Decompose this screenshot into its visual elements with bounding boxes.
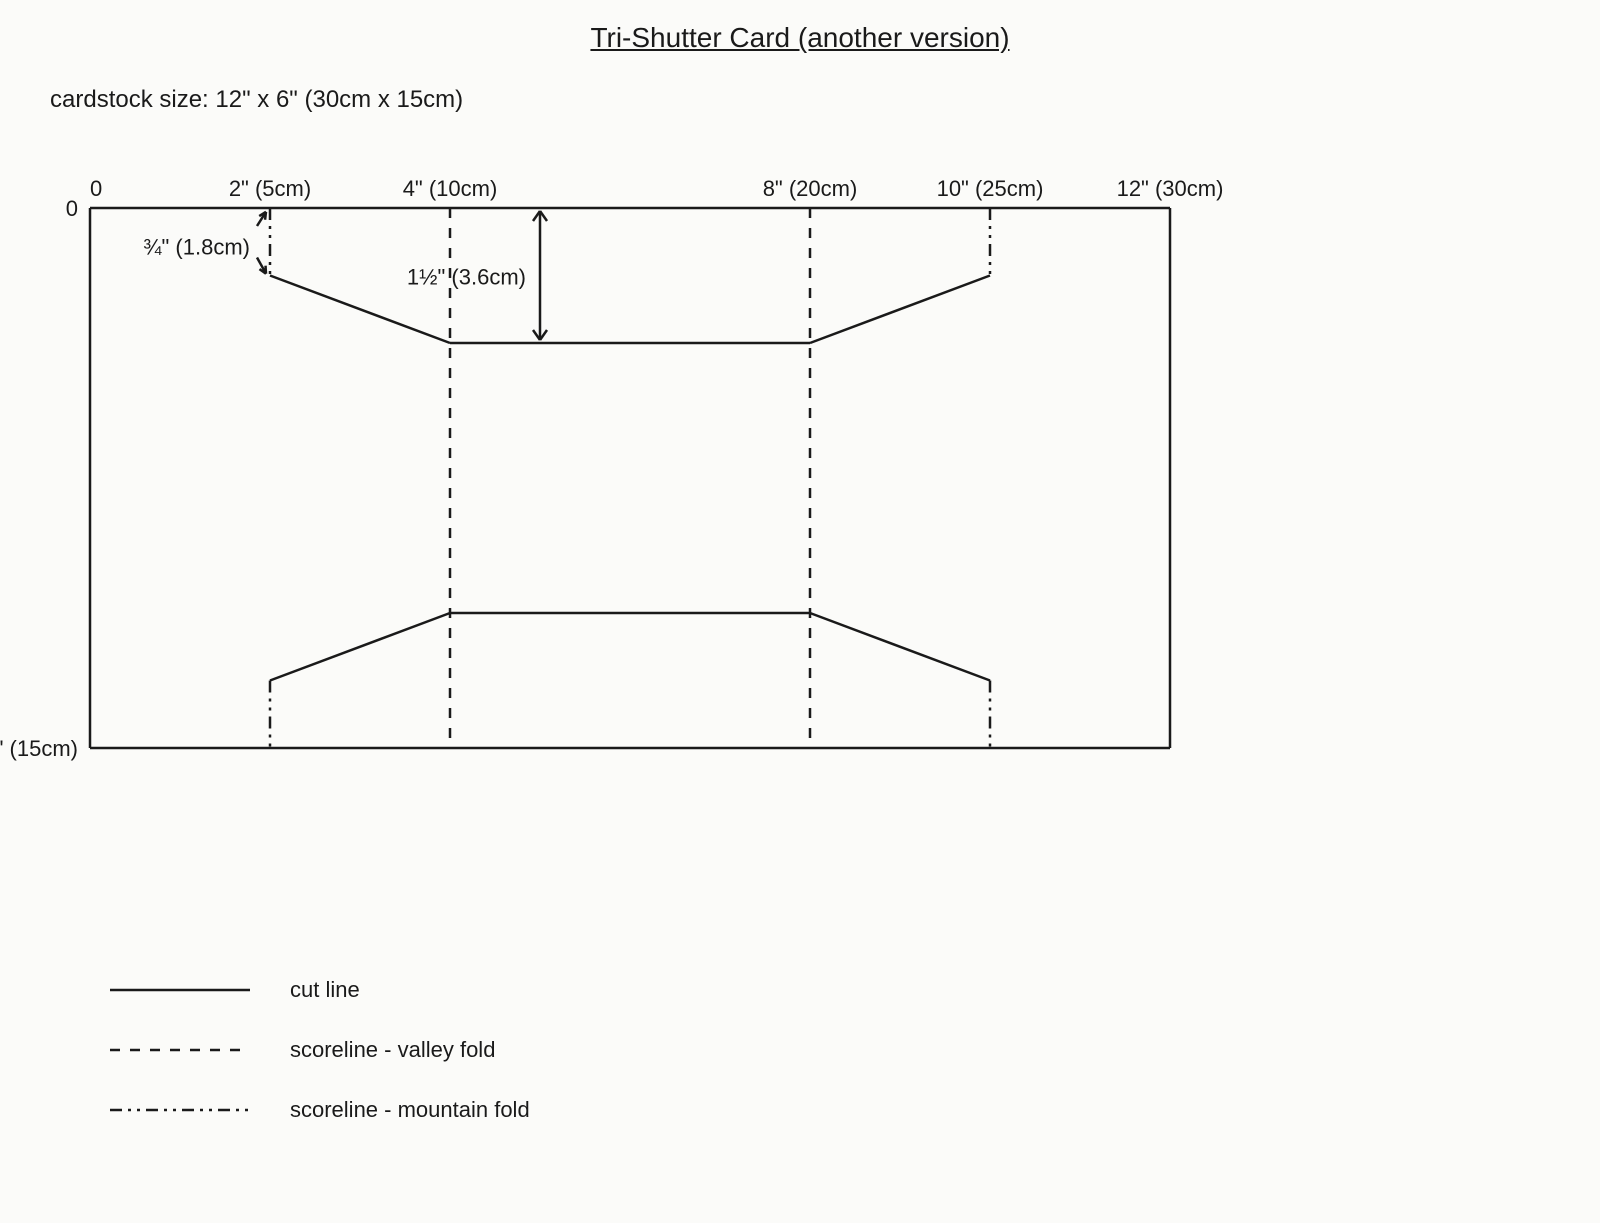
cardstock-size-label: cardstock size: 12" x 6" (30cm x 15cm)	[50, 86, 463, 114]
svg-text:2" (5cm): 2" (5cm)	[229, 176, 311, 201]
svg-text:4" (10cm): 4" (10cm)	[403, 176, 498, 201]
legend: cut line scoreline - valley fold scoreli…	[110, 960, 530, 1140]
svg-text:1½" (3.6cm): 1½" (3.6cm)	[407, 265, 526, 290]
legend-sample-cut	[110, 975, 250, 1005]
legend-sample-mountain	[110, 1095, 250, 1125]
legend-label-valley: scoreline - valley fold	[290, 1037, 495, 1063]
legend-sample-valley	[110, 1035, 250, 1065]
svg-text:0: 0	[90, 176, 102, 201]
legend-row-mountain: scoreline - mountain fold	[110, 1080, 530, 1140]
diagram-container: 0 2" (5cm) 4" (10cm) 8" (20cm) 10" (25cm) 12"…	[0, 160, 1600, 900]
legend-label-mountain: scoreline - mountain fold	[290, 1097, 530, 1123]
svg-text:0: 0	[66, 196, 78, 221]
svg-text:8" (20cm): 8" (20cm)	[763, 176, 858, 201]
page: Tri-Shutter Card (another version) cards…	[0, 0, 1600, 1223]
legend-row-cut: cut line	[110, 960, 530, 1020]
svg-text:12" (30cm): 12" (30cm)	[1117, 176, 1224, 201]
svg-text:¾" (1.8cm): ¾" (1.8cm)	[143, 235, 250, 260]
svg-text:10" (25cm): 10" (25cm)	[937, 176, 1044, 201]
page-title: Tri-Shutter Card (another version)	[0, 22, 1600, 54]
legend-label-cut: cut line	[290, 977, 360, 1003]
diagram-svg: 0 2" (5cm) 4" (10cm) 8" (20cm) 10" (25cm) 12"…	[0, 160, 1600, 900]
legend-row-valley: scoreline - valley fold	[110, 1020, 530, 1080]
svg-text:6" (15cm): 6" (15cm)	[0, 736, 78, 761]
